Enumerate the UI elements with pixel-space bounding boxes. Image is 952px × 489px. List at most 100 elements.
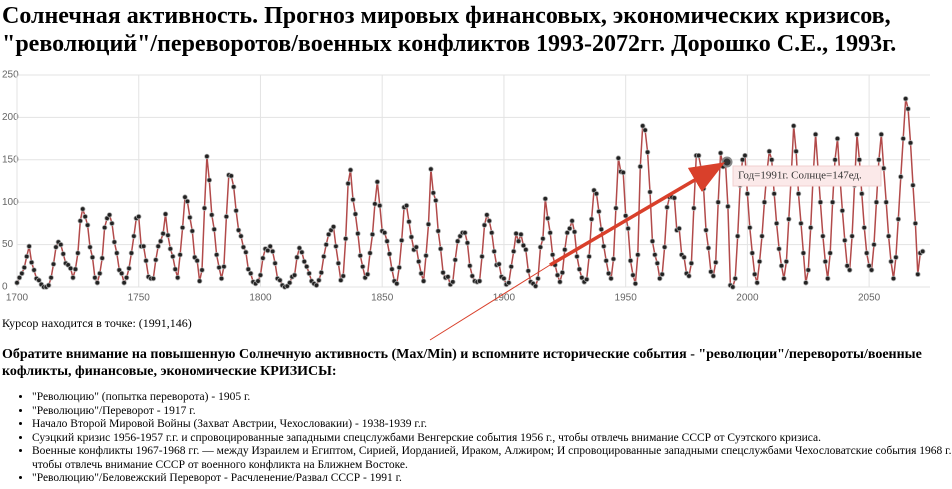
data-point xyxy=(369,231,376,238)
data-point xyxy=(408,234,415,240)
event-item: "Революцию"/Переворот - 1917 г. xyxy=(32,405,952,419)
data-point xyxy=(265,247,271,254)
data-point xyxy=(406,219,412,225)
data-point xyxy=(211,226,217,233)
data-point xyxy=(593,191,600,197)
data-point xyxy=(900,135,906,142)
data-point xyxy=(640,123,646,129)
data-point xyxy=(859,191,865,197)
data-point xyxy=(635,252,641,258)
data-point xyxy=(45,282,52,289)
data-point xyxy=(557,279,563,285)
data-point xyxy=(486,218,493,224)
data-point xyxy=(730,284,736,290)
data-point xyxy=(257,272,264,278)
y-tick-label: 0 xyxy=(2,282,8,293)
data-point xyxy=(131,233,137,239)
data-point xyxy=(111,239,118,245)
data-point xyxy=(245,266,251,272)
data-point xyxy=(808,224,814,231)
data-point xyxy=(87,244,93,250)
data-point xyxy=(153,257,159,263)
data-point xyxy=(440,269,446,276)
data-point xyxy=(291,272,298,278)
data-point xyxy=(216,264,222,271)
data-point xyxy=(162,211,169,217)
data-point xyxy=(97,270,103,277)
data-point xyxy=(201,205,208,211)
data-point xyxy=(48,274,54,281)
data-point xyxy=(469,273,475,279)
data-point xyxy=(464,240,471,246)
data-point xyxy=(659,271,665,277)
data-point xyxy=(647,189,653,195)
y-tick-label: 250 xyxy=(2,70,19,81)
data-point xyxy=(642,127,648,133)
data-point xyxy=(126,265,132,272)
data-point xyxy=(413,244,419,250)
data-point xyxy=(435,228,441,234)
data-point xyxy=(187,214,193,221)
data-point xyxy=(384,238,390,244)
data-point xyxy=(398,237,405,244)
data-point xyxy=(613,205,619,211)
data-point xyxy=(902,96,909,102)
data-point xyxy=(394,280,400,287)
data-point xyxy=(756,258,763,265)
data-point xyxy=(416,258,422,265)
data-point xyxy=(306,270,312,277)
data-point xyxy=(603,258,609,264)
y-tick-label: 100 xyxy=(2,197,19,208)
data-point xyxy=(761,199,768,205)
data-point xyxy=(299,249,305,255)
data-point xyxy=(734,233,741,239)
data-point xyxy=(540,235,546,242)
data-point xyxy=(588,216,595,222)
data-point xyxy=(364,271,371,277)
data-point xyxy=(893,254,899,261)
data-point xyxy=(484,212,490,218)
data-point xyxy=(739,157,746,163)
data-point xyxy=(481,222,488,228)
data-point xyxy=(19,270,25,277)
data-point xyxy=(829,199,836,205)
data-point xyxy=(834,135,841,142)
data-point xyxy=(418,270,424,277)
data-point xyxy=(569,218,575,224)
y-tick-label: 50 xyxy=(2,239,14,250)
data-point xyxy=(330,224,337,230)
data-point xyxy=(321,253,327,260)
event-item: Начало Второй Мировой Войны (Захват Авст… xyxy=(32,418,952,432)
data-point xyxy=(454,238,461,244)
data-point xyxy=(296,245,303,251)
data-point xyxy=(260,255,266,261)
data-point xyxy=(605,270,612,277)
data-point xyxy=(822,258,829,265)
data-point xyxy=(36,277,42,283)
data-point xyxy=(644,149,651,155)
data-point xyxy=(196,278,203,284)
data-point xyxy=(121,280,127,286)
data-point xyxy=(596,208,602,215)
data-point xyxy=(576,266,583,272)
x-tick-label: 1700 xyxy=(6,293,29,304)
data-point xyxy=(350,196,356,203)
data-point xyxy=(676,225,682,232)
data-point xyxy=(545,215,551,222)
data-point xyxy=(24,253,30,260)
data-point xyxy=(747,224,753,231)
data-point xyxy=(294,254,300,261)
data-point xyxy=(267,243,273,249)
data-point xyxy=(542,196,549,202)
data-point xyxy=(584,276,590,283)
data-point xyxy=(430,190,437,196)
data-point xyxy=(790,123,797,129)
data-point xyxy=(172,266,178,272)
data-point xyxy=(221,263,227,270)
data-point xyxy=(243,249,249,255)
data-point xyxy=(179,224,186,231)
x-tick-label: 1900 xyxy=(493,293,516,304)
data-point xyxy=(515,238,522,244)
data-point xyxy=(725,203,731,210)
data-point xyxy=(652,252,658,258)
